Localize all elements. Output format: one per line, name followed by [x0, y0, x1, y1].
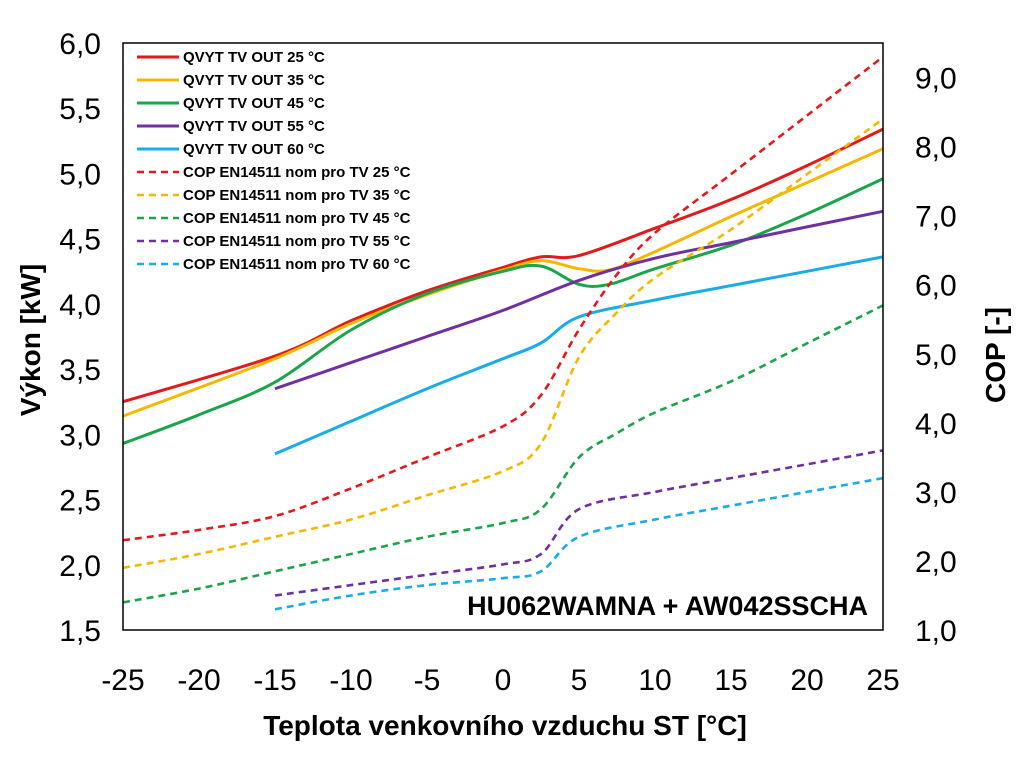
y-tick-label: 3,5 — [59, 354, 101, 387]
y-tick-label: 4,5 — [59, 224, 101, 257]
series-line-8 — [122, 304, 884, 604]
series-line-3 — [122, 177, 884, 445]
y-tick-label: 2,0 — [59, 550, 101, 583]
x-tick-label: 20 — [790, 664, 823, 697]
series-line-2 — [122, 147, 884, 418]
series-layer — [122, 55, 884, 611]
plot-frame — [122, 42, 884, 631]
y2-tick-label: 6,0 — [915, 270, 957, 303]
x-tick-label: -5 — [414, 664, 441, 697]
y2-tick-label: 1,0 — [915, 615, 957, 648]
y-tick-label: 1,5 — [59, 615, 101, 648]
series-line-7 — [122, 117, 884, 570]
legend-label: QVYT TV OUT 25 °C — [183, 49, 325, 66]
series-line-5 — [274, 255, 884, 456]
legend-label: QVYT TV OUT 45 °C — [183, 95, 325, 112]
y2-tick-label: 2,0 — [915, 546, 957, 579]
series-line-6 — [122, 55, 884, 542]
y2-tick-label: 8,0 — [915, 132, 957, 165]
legend-label: COP EN14511 nom pro TV 55 °C — [183, 233, 411, 250]
y-tick-label: 5,5 — [59, 93, 101, 126]
x-tick-label: 0 — [495, 664, 512, 697]
y2-tick-label: 7,0 — [915, 201, 957, 234]
tick-layer: -25 -20 -15 -10 -5 0 5 10 15 20 25 1,5 2,0 2,5 3,0 3,5 4… — [59, 28, 956, 697]
x-tick-label: 5 — [571, 664, 588, 697]
y-tick-label: 2,5 — [59, 485, 101, 518]
x-tick-label: -20 — [177, 664, 220, 697]
y2-tick-label: 3,0 — [915, 477, 957, 510]
x-tick-label: -15 — [253, 664, 296, 697]
y2-tick-label: 9,0 — [915, 63, 957, 96]
chart-annotation: HU062WAMNA + AW042SSCHA — [467, 591, 868, 621]
y-tick-label: 6,0 — [59, 28, 101, 61]
series-line-4 — [274, 209, 884, 391]
legend-label: QVYT TV OUT 55 °C — [183, 118, 325, 135]
x-tick-label: 15 — [714, 664, 747, 697]
y2-tick-label: 4,0 — [915, 408, 957, 441]
y-tick-label: 5,0 — [59, 158, 101, 191]
legend-label: COP EN14511 nom pro TV 60 °C — [183, 256, 411, 273]
legend-label: COP EN14511 nom pro TV 35 °C — [183, 187, 411, 204]
y-axis-title: Výkon [kW] — [15, 264, 46, 416]
series-line-10 — [274, 476, 884, 611]
legend: QVYT TV OUT 25 °C QVYT TV OUT 35 °C QVYT T… — [137, 49, 411, 273]
x-axis-title: Teplota venkovního vzduchu ST [°C] — [263, 710, 747, 741]
legend-label: QVYT TV OUT 35 °C — [183, 72, 325, 89]
y-tick-label: 4,0 — [59, 289, 101, 322]
y2-axis-title: COP [-] — [980, 307, 1011, 403]
series-line-9 — [274, 449, 884, 597]
legend-label: COP EN14511 nom pro TV 45 °C — [183, 210, 411, 227]
x-tick-label: -25 — [101, 664, 144, 697]
y-tick-label: 3,0 — [59, 419, 101, 452]
x-tick-label: 25 — [866, 664, 899, 697]
y2-tick-label: 5,0 — [915, 339, 957, 372]
legend-label: QVYT TV OUT 60 °C — [183, 141, 325, 158]
x-tick-label: 10 — [638, 664, 671, 697]
x-tick-label: -10 — [329, 664, 372, 697]
legend-label: COP EN14511 nom pro TV 25 °C — [183, 164, 411, 181]
